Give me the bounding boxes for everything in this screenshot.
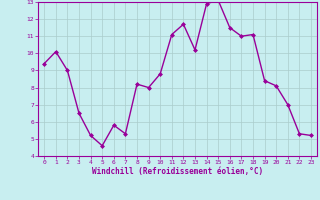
X-axis label: Windchill (Refroidissement éolien,°C): Windchill (Refroidissement éolien,°C) xyxy=(92,167,263,176)
